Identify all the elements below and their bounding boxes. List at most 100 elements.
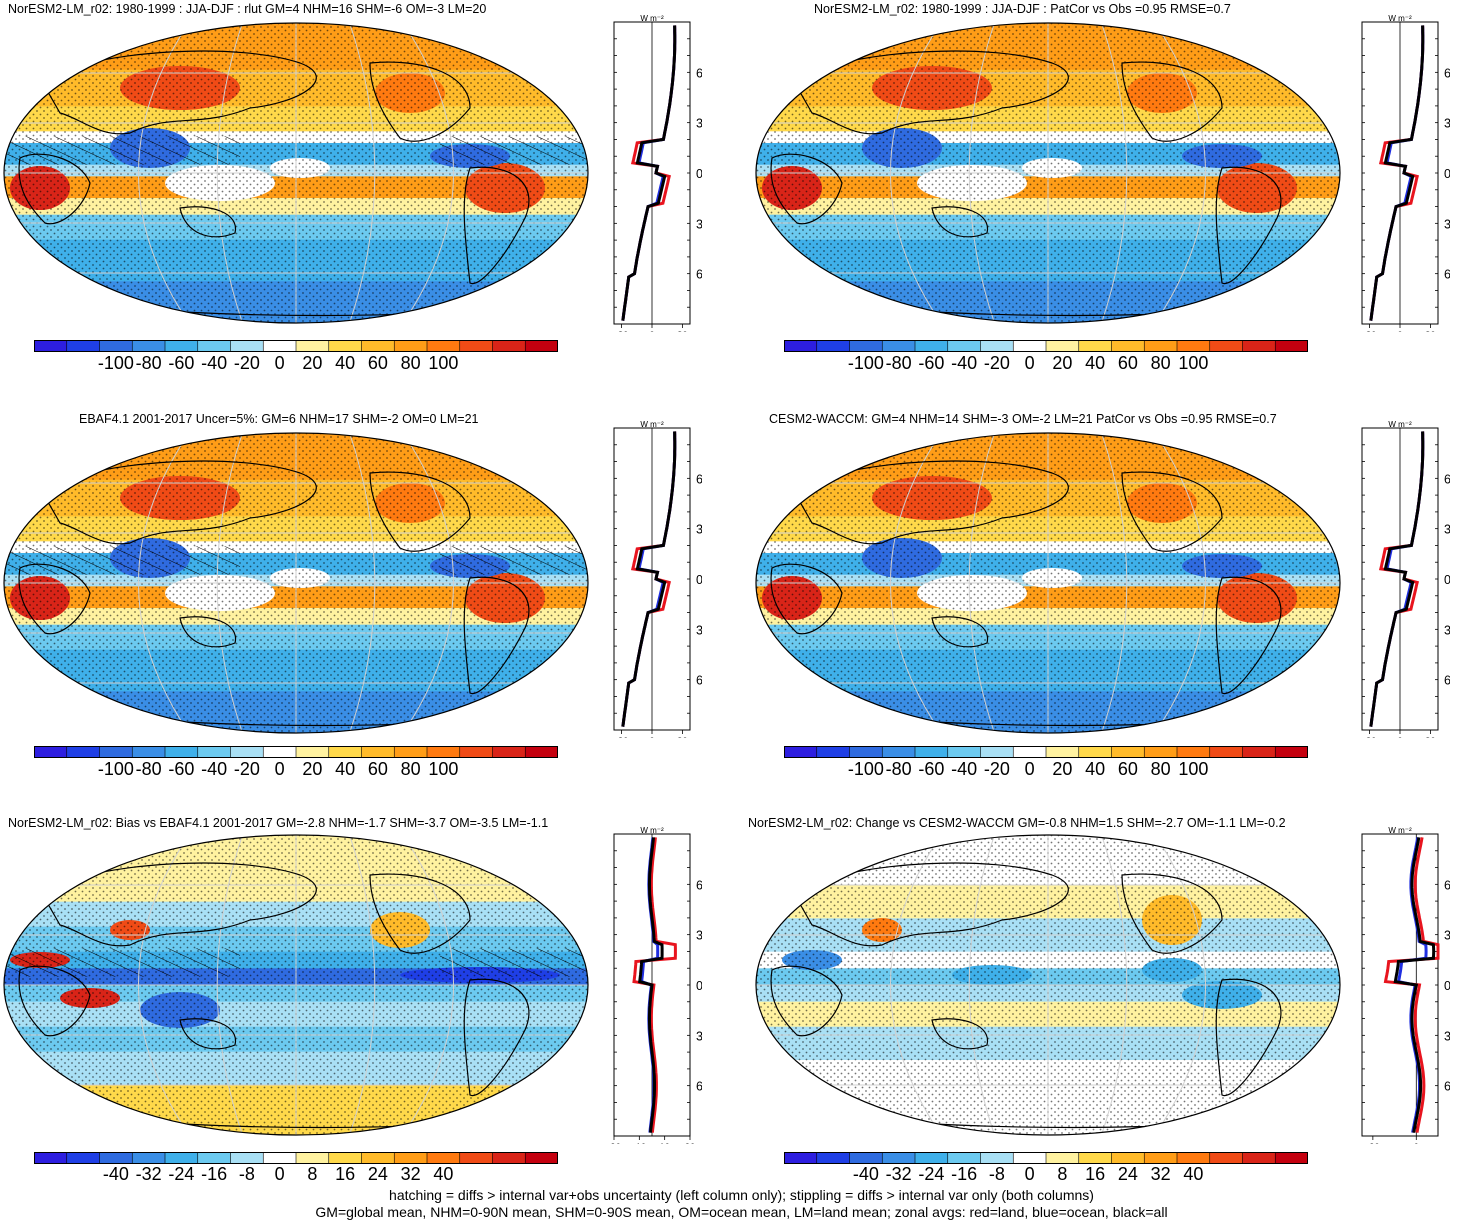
field-anomaly xyxy=(440,1110,500,1135)
colorbar-swatch xyxy=(1143,340,1178,352)
colorbar-swatch xyxy=(1143,1152,1178,1164)
colorbar-swatch xyxy=(784,340,818,352)
graticule-longitude xyxy=(890,433,942,733)
map-panel-4 xyxy=(755,432,1341,734)
colorbar-swatch xyxy=(1078,746,1113,758)
colorbar-tick-label: -32 xyxy=(135,1164,162,1184)
colorbar-swatch xyxy=(328,746,363,758)
colorbar-swatch xyxy=(1012,746,1047,758)
colorbar-tick-label: -80 xyxy=(135,353,162,373)
zonal-lat-tick-label: 30S xyxy=(1444,623,1450,637)
zonal-lat-tick-label: 30S xyxy=(1444,217,1450,231)
colorbar-5 xyxy=(34,1152,558,1164)
colorbar-swatch xyxy=(262,1152,297,1164)
colorbar-swatch xyxy=(849,340,884,352)
colorbar-swatch xyxy=(816,1152,851,1164)
map-border xyxy=(755,432,1341,734)
zonal-unit-label: W m⁻² xyxy=(1388,420,1412,429)
zonal-lat-tick-label: 30N xyxy=(696,117,702,131)
colorbar-swatch xyxy=(980,746,1015,758)
zonal-x-tick-label: 80 xyxy=(677,330,688,332)
colorbar-tick-label: -80 xyxy=(885,759,912,779)
zonal-x-tick-label: 0 xyxy=(1397,736,1402,738)
colorbar-swatch xyxy=(980,340,1015,352)
colorbar-swatch xyxy=(34,340,68,352)
coastline xyxy=(369,61,471,142)
colorbar-swatch xyxy=(1209,340,1244,352)
zonal-unit-label: W m⁻² xyxy=(1388,14,1412,23)
graticule-longitude xyxy=(349,835,376,1135)
colorbar-tick-label: -40 xyxy=(852,1164,879,1184)
hatching xyxy=(4,546,240,575)
zonal-lat-tick-label: 60S xyxy=(1444,268,1450,282)
zonal-lat-tick-label: 60N xyxy=(696,66,702,80)
map-border xyxy=(3,834,589,1136)
zonal-x-tick-label: 0 xyxy=(1414,1142,1419,1144)
panel-title: NorESM2-LM_r02: 1980-1999 : JJA-DJF : rl… xyxy=(8,2,487,16)
colorbar-swatch xyxy=(1274,746,1308,758)
coastline xyxy=(369,471,471,552)
colorbar-swatch xyxy=(1078,340,1113,352)
coastline xyxy=(931,616,989,648)
colorbar-swatch xyxy=(295,1152,330,1164)
colorbar-tick-label: 40 xyxy=(433,1164,454,1184)
colorbar-swatch xyxy=(197,340,232,352)
colorbar-swatch xyxy=(66,746,101,758)
zonal-lat-tick-label: 30N xyxy=(696,929,702,943)
colorbar-swatch xyxy=(99,1152,134,1164)
colorbar-swatch xyxy=(164,340,199,352)
colorbar-swatch xyxy=(1143,746,1178,758)
colorbar-tick-label: -40 xyxy=(102,1164,129,1184)
coastline xyxy=(1121,873,1223,954)
colorbar-swatch xyxy=(784,1152,818,1164)
zonal-all-curve xyxy=(621,25,677,321)
colorbar-tick-label: -60 xyxy=(918,353,945,373)
map-panel-5 xyxy=(3,834,589,1136)
graticule-longitude xyxy=(1154,433,1206,733)
colorbar-tick-label: -100 xyxy=(847,353,884,373)
zonal-unit-label: W m⁻² xyxy=(640,826,664,835)
colorbar-labels-3: -100 -80 -60 -40 -20 0 20 40 60 80 100 xyxy=(34,759,558,783)
colorbar-tick-label: -20 xyxy=(233,759,260,779)
colorbar-tick-label: -40 xyxy=(201,353,228,373)
zonal-lat-tick-label: 0 xyxy=(1444,167,1450,181)
colorbar-tick-label: -60 xyxy=(168,759,195,779)
colorbar-swatch xyxy=(230,746,265,758)
coastline xyxy=(791,460,1069,545)
graticule-longitude xyxy=(968,433,995,733)
zonal-land-curve xyxy=(1383,837,1440,1133)
zonal-lat-tick-label: 0 xyxy=(696,979,702,993)
colorbar-swatch xyxy=(881,1152,916,1164)
colorbar-tick-label: 80 xyxy=(1150,353,1171,373)
colorbar-tick-label: -32 xyxy=(885,1164,912,1184)
colorbar-swatch xyxy=(947,1152,982,1164)
graticule-longitude xyxy=(1101,433,1128,733)
colorbar-swatch xyxy=(66,340,101,352)
colorbar-tick-label: 60 xyxy=(1117,759,1138,779)
map-panel-6 xyxy=(755,834,1341,1136)
panel-title: EBAF4.1 2001-2017 Uncer=5%: GM=6 NHM=17 … xyxy=(79,412,479,426)
colorbar-swatch xyxy=(849,1152,884,1164)
colorbar-swatch xyxy=(1045,340,1080,352)
colorbar-tick-label: -20 xyxy=(233,353,260,373)
colorbar-swatch xyxy=(1111,746,1146,758)
colorbar-swatch xyxy=(784,746,818,758)
colorbar-swatch xyxy=(524,340,558,352)
graticule-longitude xyxy=(349,433,376,733)
zonal-x-tick-label: 80 xyxy=(1425,736,1436,738)
zonal-mean-plot-3: -80 0 80 60N 30N 0 30S 60S W m⁻² xyxy=(613,420,702,738)
zonal-x-tick-label: -10 xyxy=(632,1142,646,1144)
coastline xyxy=(770,153,843,225)
colorbar-3 xyxy=(34,746,558,758)
colorbar-swatch xyxy=(1176,746,1211,758)
graticule-longitude xyxy=(402,23,454,323)
colorbar-tick-label: 24 xyxy=(1117,1164,1138,1184)
colorbar-tick-label: -80 xyxy=(135,759,162,779)
zonal-lat-tick-label: 60S xyxy=(696,674,702,688)
colorbar-labels-6: -40 -32 -24 -16 -8 0 8 16 24 32 40 xyxy=(784,1164,1308,1188)
coastline xyxy=(179,616,237,648)
colorbar-tick-label: 8 xyxy=(307,1164,318,1184)
colorbar-tick-label: -20 xyxy=(983,759,1010,779)
colorbar-swatch xyxy=(361,746,396,758)
colorbar-swatch xyxy=(524,1152,558,1164)
